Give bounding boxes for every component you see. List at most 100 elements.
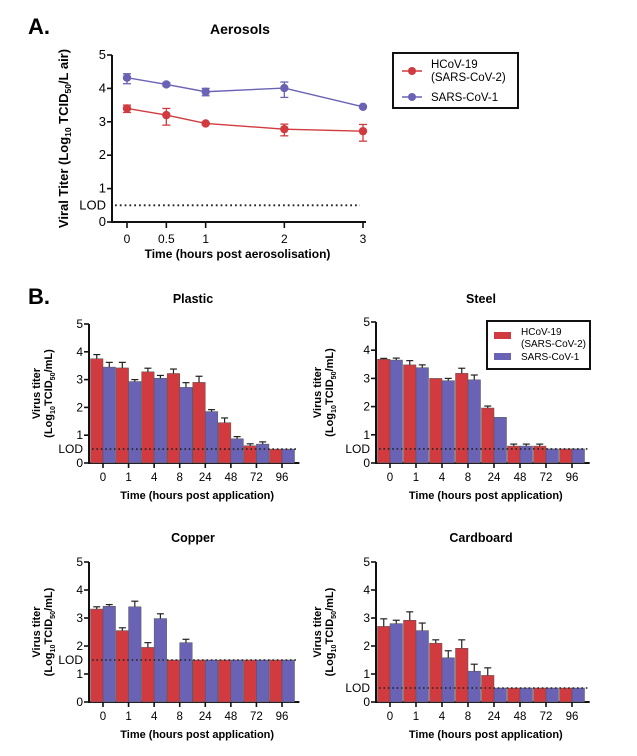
x-tick-label: 48 (514, 711, 527, 723)
y-tick-label: 0 (76, 456, 83, 470)
y-tick-label: 3 (76, 611, 83, 625)
bar (218, 422, 232, 464)
bar (455, 647, 469, 703)
lod-label: LOD (345, 681, 370, 695)
legend-label: (SARS-CoV-2) (431, 72, 506, 84)
chart-title: Aerosols (210, 21, 270, 37)
bar (281, 659, 295, 703)
legend-swatch-marker (408, 67, 416, 75)
bar (269, 659, 283, 703)
y-tick-label: 1 (76, 428, 83, 442)
y-axis-label: (Log10TCID50/mL) (324, 348, 338, 437)
y-tick-label: 5 (99, 47, 106, 62)
bar (102, 605, 116, 703)
bar (559, 687, 573, 703)
data-point (122, 104, 132, 113)
x-tick-label: 72 (250, 711, 263, 723)
x-axis-label: Time (hours post application) (120, 729, 274, 741)
bar (243, 659, 257, 703)
bar (415, 367, 429, 464)
x-tick-label: 0 (100, 711, 106, 723)
x-tick-label: 1 (202, 232, 209, 246)
bar (115, 630, 129, 703)
y-tick-label: 3 (99, 114, 106, 129)
y-tick-label: 0 (363, 456, 370, 470)
y-tick-label: 4 (99, 80, 106, 95)
x-tick-label: 72 (540, 472, 553, 484)
data-point (201, 87, 210, 96)
y-tick-label: 5 (363, 555, 370, 569)
y-axis-label-line1: Virus titer (312, 366, 324, 418)
y-tick-label: 1 (76, 667, 83, 681)
legend-label: SARS-CoV-1 (431, 92, 498, 104)
bar (179, 387, 193, 464)
bar (230, 659, 244, 703)
panel-label-b: B. (28, 284, 50, 309)
x-tick-label: 4 (151, 711, 158, 723)
lod-label: LOD (58, 653, 83, 667)
x-tick-label: 8 (177, 472, 183, 484)
y-axis-label: (Log10TCID50/mL) (43, 587, 57, 676)
bar (493, 687, 507, 703)
bar (192, 382, 206, 464)
lod-label: LOD (58, 442, 83, 456)
y-tick-label: 2 (363, 639, 370, 653)
y-tick-label: 4 (363, 343, 370, 357)
bar (256, 443, 270, 464)
bar (128, 381, 142, 464)
bar (230, 438, 244, 464)
y-tick-label: 2 (76, 639, 83, 653)
data-point (280, 83, 289, 93)
series-line (126, 107, 364, 132)
bar (467, 670, 481, 703)
bar (571, 448, 585, 464)
bar (256, 659, 270, 703)
x-tick-label: 48 (224, 711, 237, 723)
bar (141, 647, 155, 703)
chart-title: Copper (171, 531, 215, 545)
y-tick-label: 4 (363, 583, 370, 597)
bar (128, 606, 142, 703)
bar (545, 687, 559, 703)
x-tick-label: 48 (514, 472, 527, 484)
y-tick-label: 0 (99, 214, 106, 229)
x-axis-label: Time (hours post application) (409, 490, 563, 502)
y-tick-label: 1 (363, 667, 370, 681)
y-tick-label: 2 (99, 147, 106, 162)
bar (455, 373, 469, 464)
bar (533, 445, 547, 464)
chart-title: Steel (466, 292, 496, 306)
bar (90, 608, 104, 703)
bar (493, 417, 507, 464)
bar (377, 626, 391, 703)
x-tick-label: 0.5 (158, 232, 175, 246)
x-tick-label: 8 (465, 472, 471, 484)
bar (389, 359, 403, 464)
x-tick-label: 1 (413, 472, 419, 484)
y-axis-label: (Log10TCID50/mL) (43, 349, 57, 438)
y-tick-label: 0 (76, 695, 83, 709)
lod-label: LOD (345, 442, 370, 456)
legend-label: HCoV-19 (521, 327, 562, 338)
y-axis-label-line1: Virus titer (31, 606, 43, 658)
x-axis-label: Time (hours post application) (120, 490, 274, 502)
x-tick-label: 24 (488, 472, 501, 484)
chart-title: Cardboard (449, 531, 512, 545)
bar (192, 659, 206, 703)
x-tick-label: 0 (387, 711, 393, 723)
bar (403, 619, 417, 703)
y-tick-label: 4 (76, 345, 83, 359)
bar (389, 623, 403, 703)
bar (415, 630, 429, 703)
data-point (280, 124, 289, 134)
data-point (162, 80, 171, 89)
y-tick-label: 5 (76, 317, 83, 331)
x-tick-label: 4 (151, 472, 158, 484)
bar (205, 659, 219, 703)
y-tick-label: 1 (99, 181, 106, 196)
bar (377, 358, 391, 464)
x-tick-label: 4 (439, 711, 446, 723)
y-tick-label: 0 (363, 695, 370, 709)
